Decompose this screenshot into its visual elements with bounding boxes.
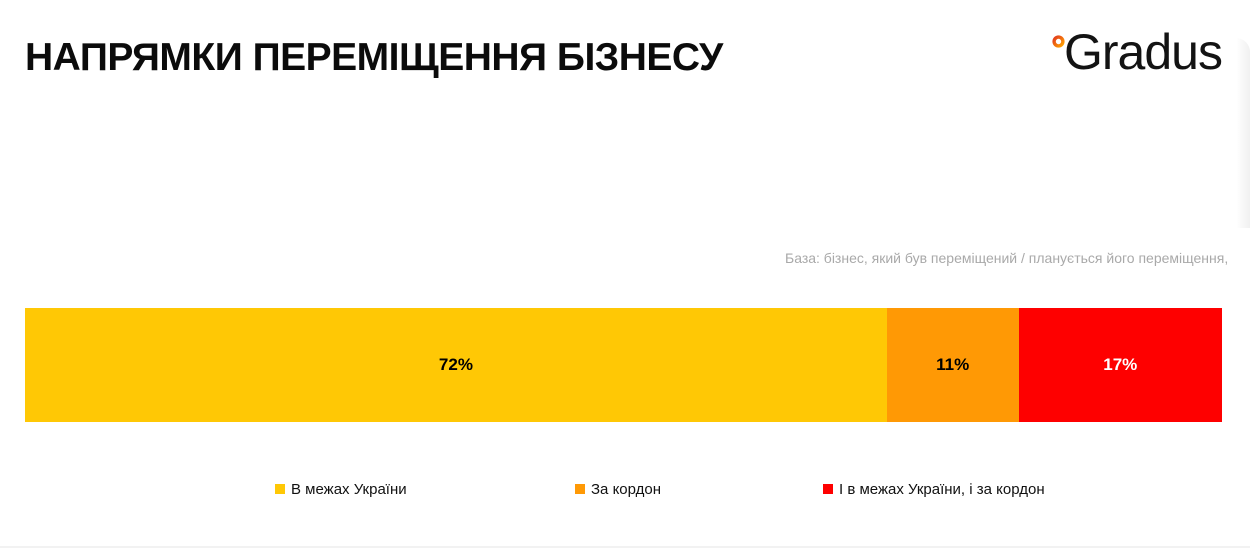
stacked-bar-chart: 72% 11% 17% xyxy=(25,308,1222,422)
base-note: База: бізнес, який був переміщений / пла… xyxy=(785,250,1229,266)
bar-segment-abroad: 11% xyxy=(886,308,1019,422)
legend-swatch xyxy=(823,484,833,494)
page-title: НАПРЯМКИ ПЕРЕМІЩЕННЯ БІЗНЕСУ xyxy=(25,36,723,79)
legend-swatch xyxy=(275,484,285,494)
segment-value-label: 17% xyxy=(1103,355,1138,374)
legend-item-both: І в межах України, і за кордон xyxy=(823,479,1045,499)
logo-wordmark: Gradus xyxy=(1064,24,1223,80)
card-edge-shadow xyxy=(1236,38,1250,228)
legend-item-within-ukraine: В межах України xyxy=(275,479,407,499)
segment-value-label: 72% xyxy=(438,355,473,374)
legend-label: За кордон xyxy=(591,480,662,498)
legend-label: І в межах України, і за кордон xyxy=(839,480,1045,498)
legend-label: В межах України xyxy=(291,480,407,498)
bar-segment-within-ukraine: 72% xyxy=(25,308,887,422)
legend-swatch xyxy=(575,484,585,494)
bar-segment-both: 17% xyxy=(1018,308,1222,422)
degree-ring-icon xyxy=(1052,35,1065,53)
bottom-divider xyxy=(0,546,1250,548)
gradus-logo: Gradus xyxy=(1052,27,1223,77)
legend-item-abroad: За кордон xyxy=(575,479,661,499)
segment-value-label: 11% xyxy=(936,355,970,374)
